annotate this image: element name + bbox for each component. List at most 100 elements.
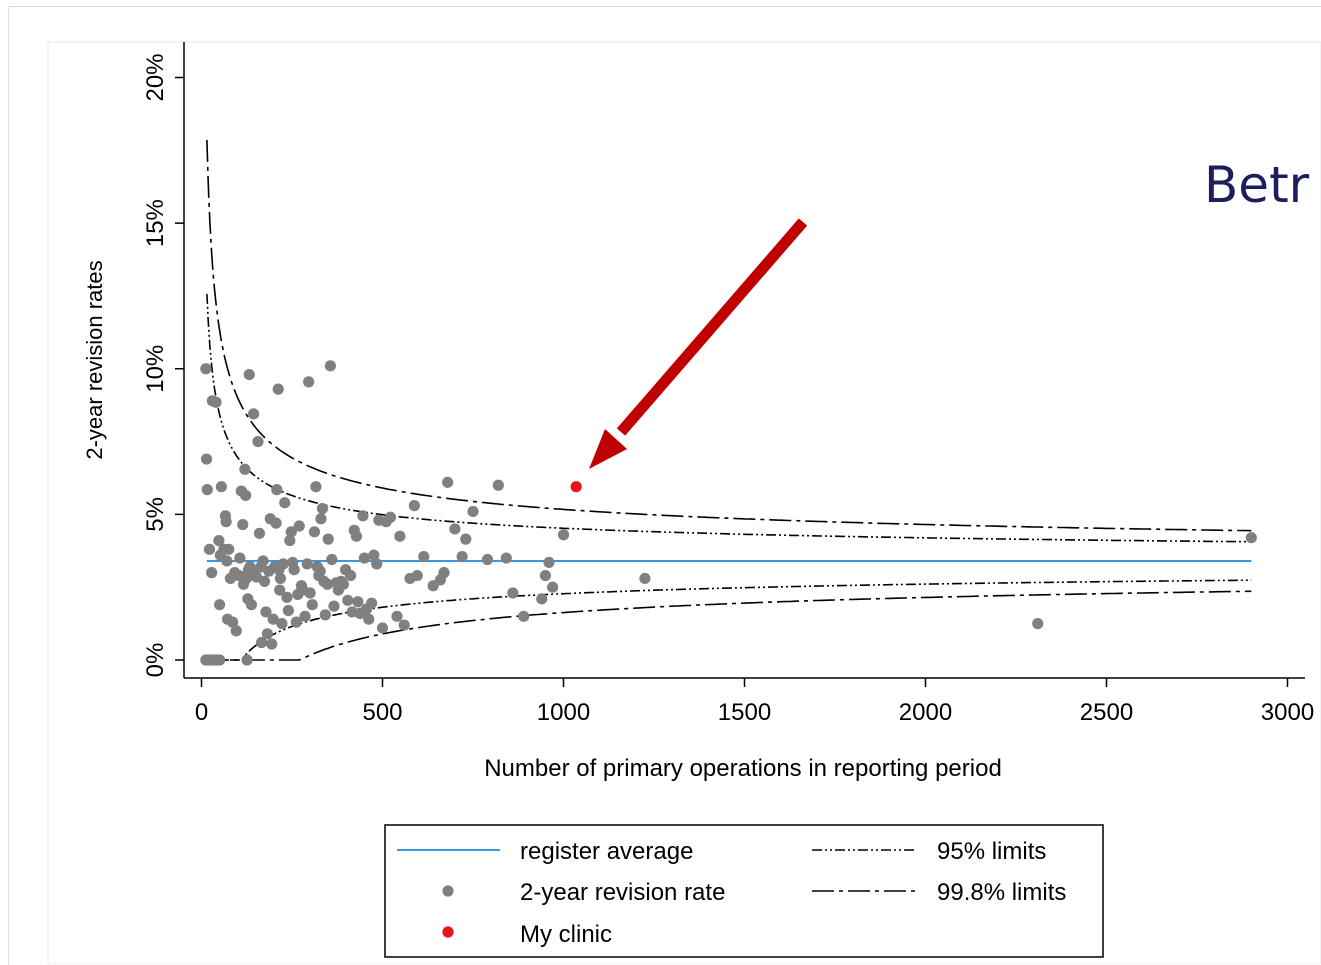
revision-rate-point [507,587,519,599]
revision-rate-point [214,599,226,611]
y-axis-label: 2-year revision rates [82,260,107,459]
revision-rate-point [276,617,288,630]
y-tick-label: 10% [142,345,169,393]
revision-rate-point [411,569,423,582]
revision-rate-point [220,516,232,528]
revision-rate-point [270,517,282,529]
revision-rate-point [274,584,286,596]
revision-rate-point [271,484,283,496]
y-tick-label: 20% [142,53,169,101]
revision-rate-point [438,567,450,579]
my-clinic-point [570,481,582,493]
legend-box [384,824,1104,958]
revision-rate-point [481,553,494,566]
control-limit-lines [206,139,1252,661]
x-tick-label: 2000 [899,699,952,726]
plot-area-background [47,41,1321,964]
revision-rate-point [234,552,246,564]
revision-rate-point [384,511,397,523]
revision-rate-point [301,558,313,570]
revision-rate-point [304,587,316,599]
revision-rate-point [267,613,279,625]
revision-rate-point [456,551,468,563]
revision-rate-point [350,530,363,542]
revision-rate-point [215,481,228,493]
revision-rate-point [252,435,264,448]
legend-swatch-revision-rate [442,885,454,897]
y-tick-label: 5% [142,497,169,532]
revision-rate-point [460,533,472,545]
revision-rate-point [539,569,552,582]
revision-rate-point [221,555,233,567]
revision-rate-point [547,581,559,593]
revision-rate-point [253,527,266,539]
revision-rate-point [274,572,287,585]
revision-rate-point [321,578,334,590]
revision-rate-point [363,613,375,625]
legend-label-register-average: register average [520,838,693,865]
revision-rate-point [536,593,548,605]
x-tick-label: 1000 [537,699,590,726]
revision-rate-point [272,383,284,395]
highlight-arrow [589,218,808,469]
revision-rate-point [449,523,461,535]
revision-rate-point [279,497,291,509]
revision-rate-point [223,543,235,555]
revision-rate-point [200,363,212,375]
revision-rate-point [237,518,249,531]
revision-rate-point [1032,617,1044,630]
revision-rate-point [518,610,530,622]
legend-label-95-limits: 95% limits [937,838,1046,865]
revision-rate-point [277,558,289,570]
revision-rate-point [376,622,389,634]
revision-rate-point [316,502,329,515]
x-tick-label: 0 [195,699,208,726]
revision-rate-point [255,636,268,649]
x-tick-label: 3000 [1261,699,1314,726]
revision-rate-point [288,564,300,576]
revision-rate-point [418,551,430,563]
revision-rate-point [337,578,350,590]
revision-rate-point [239,463,251,475]
arrow-shaft [616,218,808,436]
revision-rate-point [366,597,378,609]
y-tick-label: 15% [142,199,169,247]
revision-rate-point [314,565,326,577]
revision-rate-point [326,553,338,566]
legend-label-my-clinic: My clinic [520,921,612,948]
revision-rate-point [293,520,305,532]
revision-rate-point [248,408,260,420]
revision-rate-point [299,610,311,622]
revision-rate-point [258,575,271,587]
lower-998-limit-line [206,590,1252,661]
revision-rate-point [261,628,273,640]
revision-rate-point [328,600,340,612]
revision-rate-point [281,591,293,603]
revision-rate-point [467,505,479,518]
revision-rate-point [203,543,216,555]
revision-rate-point [315,513,327,525]
revision-rate-point [398,619,410,631]
revision-rate-point [345,569,357,582]
revision-rate-point [206,567,218,579]
revision-rate-point [282,604,294,617]
arrow-head [589,429,627,469]
data-points [200,360,1257,666]
x-tick-label: 500 [362,699,402,726]
revision-rate-point [319,609,331,621]
revision-rate-point [310,481,322,493]
revision-rate-point [214,654,226,666]
revision-rate-point [241,654,253,666]
revision-rate-point [352,596,364,608]
upper-95-limit-line [206,293,1252,543]
revision-rate-point [543,556,555,569]
revision-rate-point [240,489,252,502]
revision-rate-point [260,606,272,618]
revision-rate-point [266,638,278,650]
revision-rate-point [308,526,321,538]
legend-swatch-my-clinic [442,926,454,938]
revision-rate-point [500,552,512,564]
x-axis-label: Number of primary operations in reportin… [484,755,1002,782]
